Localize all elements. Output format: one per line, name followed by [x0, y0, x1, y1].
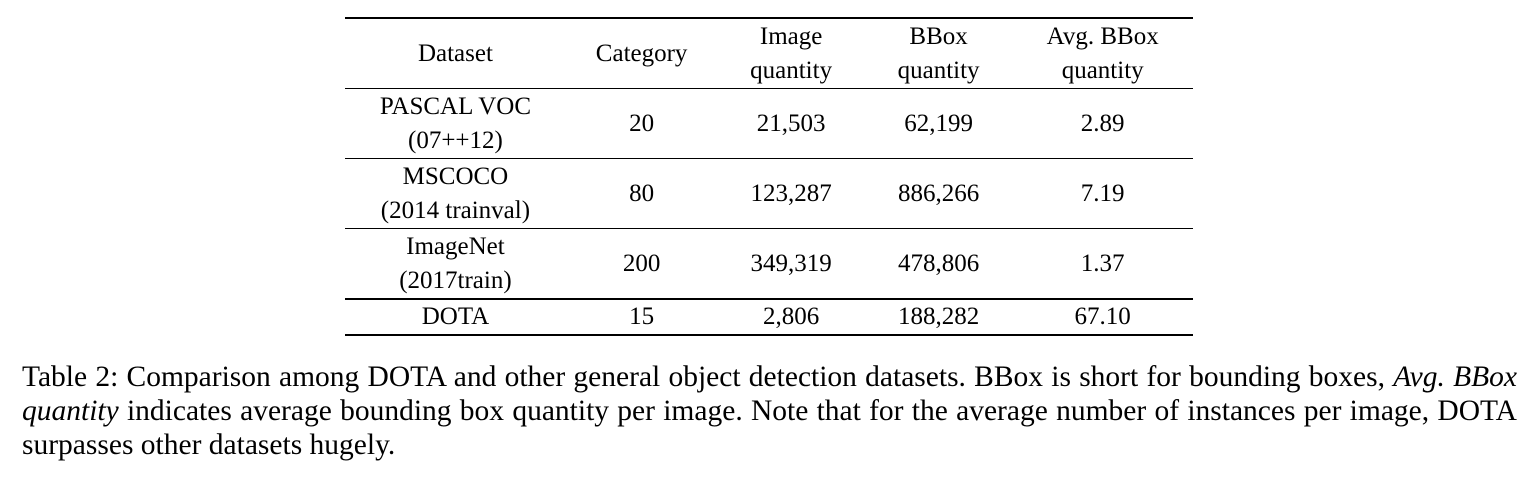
cell-image-quantity: 123,287 [750, 179, 832, 207]
table-row-dota: DOTA 15 2,806 188,282 67.10 [345, 299, 1193, 335]
dataset-name: ImageNet [406, 232, 505, 260]
table-row: PASCAL VOC (07++12) 20 21,503 62,199 2.89 [345, 89, 1193, 159]
dataset-comparison-table: Dataset Category Image quantity BBox quant… [345, 17, 1193, 336]
dataset-subtitle: (07++12) [408, 126, 503, 154]
cell-category: 20 [629, 109, 655, 137]
cell-avg-bbox-quantity: 1.37 [1080, 249, 1125, 277]
table-caption: Table 2: Comparison among DOTA and other… [22, 360, 1517, 462]
caption-text-part2: indicates average bounding box quantity … [22, 395, 1517, 461]
cell-bbox-quantity: 478,806 [897, 249, 980, 277]
cell-image-quantity: 2,806 [762, 303, 820, 330]
header-dataset-label: Dataset [417, 39, 493, 67]
header-avg-line1: Avg. BBox [1046, 22, 1159, 50]
header-bbox-line1: BBox [909, 22, 968, 50]
header-avg-line2: quantity [1061, 56, 1144, 84]
cell-avg-bbox-quantity: 2.89 [1080, 109, 1125, 137]
caption-italic-term: Avg. BBox quantity [22, 361, 1517, 427]
dataset-name: MSCOCO [402, 162, 509, 190]
dataset-name: PASCAL VOC [379, 92, 532, 120]
cell-dataset: PASCAL VOC (07++12) [345, 89, 566, 159]
header-bbox-line2: quantity [897, 56, 980, 84]
cell-image-quantity: 349,319 [750, 249, 832, 277]
cell-image-quantity: 21,503 [756, 109, 826, 137]
cell-bbox-quantity: 886,266 [897, 179, 980, 207]
header-category-label: Category [595, 39, 688, 67]
cell-bbox-quantity: 62,199 [904, 109, 973, 137]
table-header-row: Dataset Category Image quantity BBox quant… [345, 18, 1193, 89]
dataset-subtitle: (2014 trainval) [380, 196, 531, 224]
header-image-line1: Image [759, 22, 823, 50]
cell-avg-bbox-quantity: 67.10 [1074, 303, 1131, 330]
cell-dataset: MSCOCO (2014 trainval) [345, 159, 566, 229]
cell-category: 15 [629, 303, 655, 330]
caption-text-part1: Table 2: Comparison among DOTA and other… [22, 361, 1394, 393]
header-image-line2: quantity [750, 56, 833, 84]
header-dataset: Dataset [345, 18, 566, 89]
cell-category: 80 [629, 179, 655, 207]
cell-dataset: DOTA [421, 303, 490, 330]
header-category: Category [566, 18, 718, 89]
header-image-quantity: Image quantity [717, 18, 864, 89]
comparison-table-container: Dataset Category Image quantity BBox quant… [345, 17, 1193, 336]
cell-bbox-quantity: 188,282 [897, 303, 980, 330]
table-row: ImageNet (2017train) 200 349,319 478,806 … [345, 229, 1193, 300]
cell-dataset: ImageNet (2017train) [345, 229, 566, 300]
table-row: MSCOCO (2014 trainval) 80 123,287 886,266… [345, 159, 1193, 229]
cell-category: 200 [622, 249, 661, 277]
header-avg-bbox-quantity: Avg. BBox quantity [1012, 18, 1193, 89]
header-bbox-quantity: BBox quantity [865, 18, 1012, 89]
cell-avg-bbox-quantity: 7.19 [1080, 179, 1125, 207]
dataset-subtitle: (2017train) [399, 266, 512, 294]
